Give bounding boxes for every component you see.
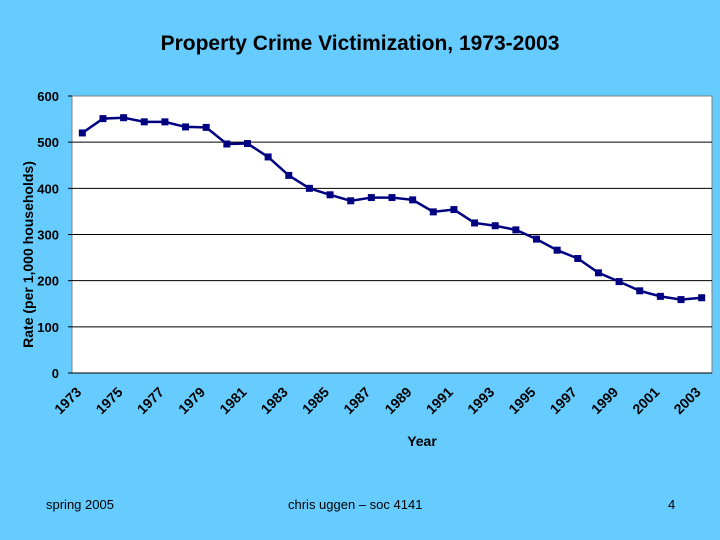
data-point (285, 171, 293, 179)
y-axis-label: Rate (per 1,000 households) (20, 161, 36, 348)
data-point (99, 115, 107, 123)
data-point (140, 118, 148, 126)
data-point (574, 255, 582, 263)
data-point (326, 191, 334, 199)
y-tick-label: 0 (52, 366, 59, 381)
data-point (202, 123, 210, 131)
slide-page-number: 4 (668, 497, 676, 512)
x-tick-label: 1989 (381, 384, 414, 417)
data-point (223, 140, 231, 148)
x-tick-label: 2001 (629, 384, 662, 417)
data-point (120, 114, 128, 122)
x-tick-label: 1985 (299, 384, 332, 417)
x-tick-label: 1977 (134, 384, 167, 417)
data-point (367, 194, 375, 202)
y-tick-label: 100 (37, 320, 59, 335)
data-point (471, 219, 479, 227)
data-point (491, 222, 499, 230)
y-tick-label: 600 (37, 89, 59, 104)
data-point (161, 118, 169, 126)
y-tick-label: 500 (37, 135, 59, 150)
data-point (512, 226, 520, 234)
data-point (450, 206, 458, 214)
data-point (409, 196, 417, 204)
slide-title: Property Crime Victimization, 1973-2003 (160, 32, 560, 55)
x-tick-label: 1983 (258, 384, 291, 417)
data-point (243, 140, 251, 148)
data-point (615, 278, 623, 286)
data-point (305, 184, 313, 192)
x-tick-label: 1993 (464, 384, 497, 417)
data-point (553, 246, 561, 254)
x-tick-label: 1981 (216, 384, 249, 417)
x-tick-label: 1979 (175, 384, 208, 417)
data-point (264, 153, 272, 161)
data-point (78, 129, 86, 137)
data-point (594, 269, 602, 277)
x-tick-label: 1975 (92, 384, 125, 417)
footer-author: chris uggen – soc 4141 (288, 497, 423, 512)
data-point (677, 296, 685, 304)
x-tick-label: 1997 (547, 384, 580, 417)
y-tick-label: 300 (37, 228, 59, 243)
data-point (182, 123, 190, 131)
data-point (698, 294, 706, 302)
x-tick-label: 2003 (670, 384, 703, 417)
x-axis-label: Year (407, 433, 437, 449)
x-tick-label: 1999 (588, 384, 621, 417)
data-point (656, 292, 664, 300)
footer-date: spring 2005 (46, 497, 114, 512)
data-point (533, 235, 541, 243)
x-tick-label: 1995 (505, 384, 538, 417)
x-tick-label: 1973 (51, 384, 84, 417)
data-point (636, 287, 644, 295)
x-tick-label: 1987 (340, 384, 373, 417)
data-point (388, 194, 396, 202)
data-point (429, 208, 437, 216)
y-tick-label: 400 (37, 181, 59, 196)
data-point (347, 197, 355, 205)
x-tick-label: 1991 (423, 384, 456, 417)
y-tick-label: 200 (37, 274, 59, 289)
